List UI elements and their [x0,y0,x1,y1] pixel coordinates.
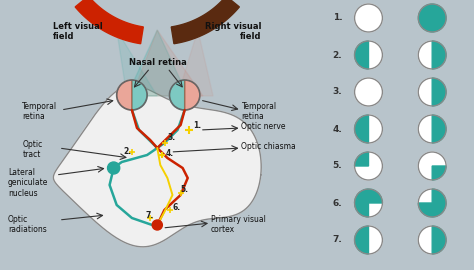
Wedge shape [355,152,368,166]
Text: Optic nerve: Optic nerve [241,122,286,131]
Wedge shape [185,80,200,110]
Text: 1.: 1. [333,14,342,22]
Wedge shape [117,80,132,110]
Circle shape [418,78,446,106]
Wedge shape [432,41,446,69]
Circle shape [418,4,446,32]
Polygon shape [75,0,143,44]
Wedge shape [432,115,446,143]
Text: 3.: 3. [167,133,175,143]
Text: Temporal
retina: Temporal retina [241,102,277,122]
Circle shape [355,78,383,106]
Wedge shape [355,189,383,217]
Wedge shape [355,115,368,143]
Circle shape [355,4,383,32]
Circle shape [418,115,446,143]
Circle shape [355,115,383,143]
Circle shape [355,152,383,180]
Circle shape [169,80,200,110]
Text: 5.: 5. [333,161,342,170]
Text: Nasal retina: Nasal retina [129,58,187,67]
Text: 6.: 6. [173,202,181,211]
Text: 2.: 2. [124,147,132,157]
Text: 7.: 7. [333,235,342,245]
Polygon shape [117,30,157,96]
Wedge shape [432,78,446,106]
Wedge shape [432,226,446,254]
Text: 4.: 4. [333,124,342,133]
Wedge shape [418,189,446,217]
Text: 1.: 1. [193,122,201,130]
Text: Lateral
geniculate
nucleus: Lateral geniculate nucleus [8,168,48,198]
Circle shape [418,226,446,254]
Circle shape [418,152,446,180]
Text: Primary visual
cortex: Primary visual cortex [211,215,266,234]
Text: Temporal
retina: Temporal retina [22,102,57,122]
Text: Optic
radiations: Optic radiations [8,215,47,234]
Circle shape [355,226,383,254]
Circle shape [355,41,383,69]
Polygon shape [132,30,203,96]
Text: 7.: 7. [145,211,154,220]
Circle shape [418,41,446,69]
Circle shape [152,220,162,230]
Wedge shape [432,166,446,180]
Polygon shape [171,0,239,44]
Circle shape [117,80,147,110]
Text: 4.: 4. [165,148,173,157]
Wedge shape [355,41,368,69]
Text: Optic chiasma: Optic chiasma [241,142,296,151]
Text: Right visual
field: Right visual field [205,22,262,41]
Wedge shape [132,80,147,110]
Wedge shape [355,226,368,254]
Text: 3.: 3. [333,87,342,96]
Text: 5.: 5. [181,185,189,194]
Circle shape [355,189,383,217]
Text: 6.: 6. [333,198,342,208]
Circle shape [418,189,446,217]
Polygon shape [178,30,213,96]
Wedge shape [169,80,185,110]
Wedge shape [418,4,446,32]
Polygon shape [54,85,261,247]
Text: 2.: 2. [333,50,342,59]
Polygon shape [127,30,188,96]
Circle shape [108,162,120,174]
Text: Left visual
field: Left visual field [53,22,102,41]
Text: Optic
tract: Optic tract [22,140,43,159]
